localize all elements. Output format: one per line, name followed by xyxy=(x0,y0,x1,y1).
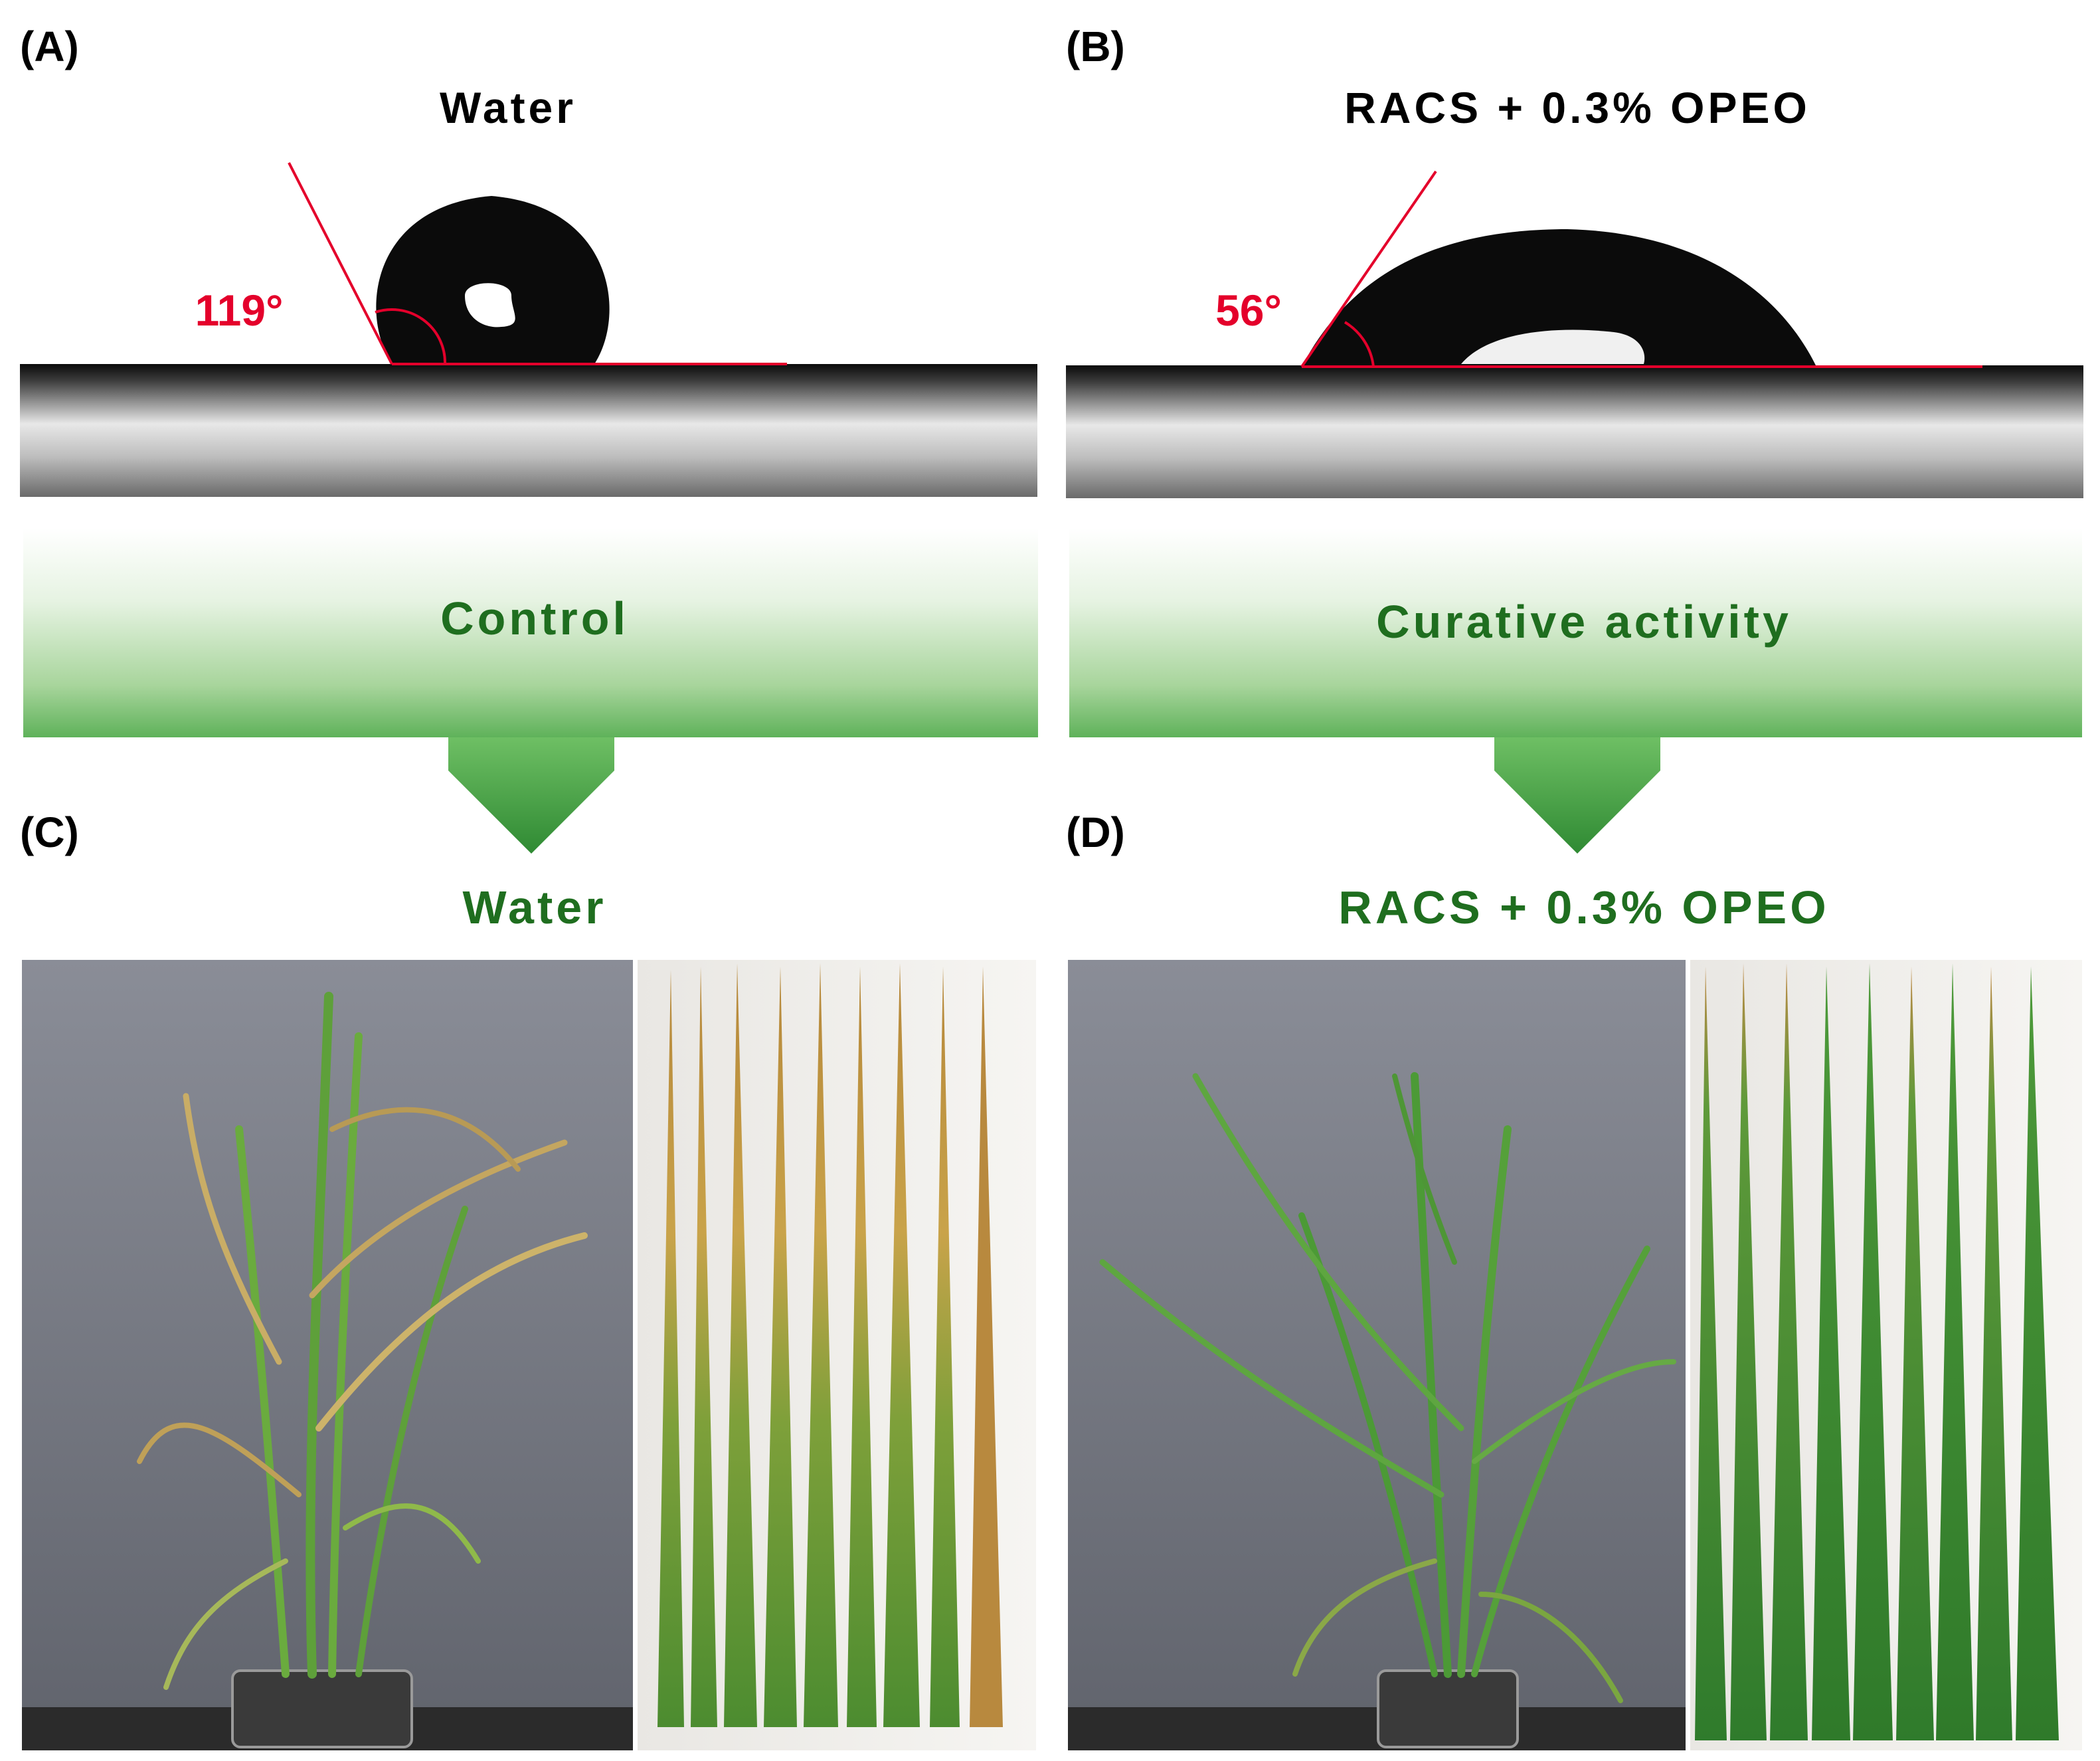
panel-d-plant xyxy=(1099,1072,1676,1703)
arrow-control-label: Control xyxy=(440,593,629,644)
arrow-curative-label: Curative activity xyxy=(1376,596,1792,648)
panel-a-surface xyxy=(20,364,1037,497)
panel-a-angle-arc xyxy=(375,308,447,365)
panel-d-leaves xyxy=(1695,963,2059,1740)
panel-b-droplet xyxy=(1302,229,1816,367)
panel-a-contact-angle: 119° xyxy=(195,286,284,335)
panel-a: (A) Water 119° xyxy=(20,23,1037,498)
arrow-control: Control xyxy=(23,528,1038,854)
arrow-curative-head xyxy=(1494,737,1660,854)
panel-a-droplet xyxy=(376,196,610,364)
panel-c-plant xyxy=(137,992,588,1690)
arrow-curative: Curative activity xyxy=(1069,528,2082,854)
panel-a-droplet-highlight xyxy=(465,283,515,327)
arrow-control-band xyxy=(23,528,1038,737)
panel-d-title: RACS + 0.3% OPEO xyxy=(1338,881,1829,933)
panel-c-leaves xyxy=(657,963,1003,1727)
arrow-curative-band xyxy=(1069,528,2082,737)
panel-d: (D) RACS + 0.3% OPEO xyxy=(1066,808,2082,1750)
panel-b-surface xyxy=(1066,365,2083,498)
panel-b-letter: (B) xyxy=(1066,23,1125,70)
panel-b-angle-arc xyxy=(1344,321,1375,367)
panel-d-pot xyxy=(1377,1669,1519,1748)
panel-a-title: Water xyxy=(440,83,576,132)
panel-a-letter: (A) xyxy=(20,23,79,70)
panel-b-tangent-line xyxy=(1300,170,1437,368)
panel-b: (B) RACS + 0.3% OPEO 56° xyxy=(1066,23,2083,498)
panel-b-title: RACS + 0.3% OPEO xyxy=(1344,83,1810,132)
panel-c-letter: (C) xyxy=(20,808,79,856)
panel-d-plant-photo xyxy=(1068,960,1686,1750)
arrow-control-head xyxy=(448,737,614,854)
panel-b-contact-angle: 56° xyxy=(1215,286,1282,335)
panel-d-letter: (D) xyxy=(1066,808,1125,856)
panel-c-title: Water xyxy=(463,881,607,933)
panel-a-tangent-line xyxy=(288,162,393,365)
panel-c: (C) Water xyxy=(20,808,1036,1750)
panel-b-droplet-highlight xyxy=(1461,329,1645,364)
panel-c-pot xyxy=(231,1669,413,1748)
